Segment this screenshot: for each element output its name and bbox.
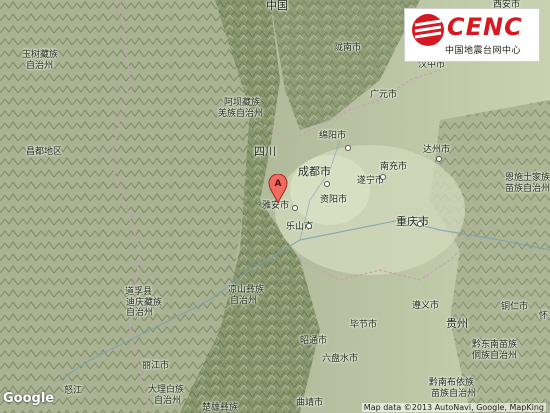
map-label: 成都市	[298, 165, 331, 178]
map-label: 贵州	[446, 317, 468, 330]
marker-letter: A	[275, 179, 282, 189]
logo-name: CENC	[447, 13, 523, 41]
map-label: 黔南布依族	[429, 378, 475, 388]
map-label: 自治州	[126, 308, 154, 318]
map-label: 绵阳市	[319, 131, 347, 141]
map-label: 陇南市	[334, 43, 362, 53]
map-label: 苗族自治州	[505, 184, 550, 194]
map-label: 自治州	[26, 61, 54, 71]
map-label: 西安市	[493, 0, 521, 10]
city-dot	[324, 181, 330, 187]
map-label: 铜仁市	[501, 302, 529, 312]
map-label: 恩施土家族	[505, 173, 550, 183]
map-label: 六盘水市	[322, 354, 359, 364]
map-label: 昌都地区	[26, 147, 63, 157]
map-label: 遂宁市	[357, 176, 385, 186]
map-label: 曲靖市	[296, 398, 324, 408]
city-dot	[380, 174, 386, 180]
logo-subtitle: 中国地震台网中心	[445, 46, 522, 56]
map-label: 阿坝藏族	[224, 98, 261, 108]
map-label: 资阳市	[320, 195, 348, 205]
map-label: 重庆市	[396, 215, 429, 228]
map-attribution: Map data ©2013 AutoNavi, Google, MapKing	[361, 403, 546, 412]
map-label: 怀	[539, 311, 549, 321]
map-label: 广元市	[370, 90, 398, 100]
map-label: 达州市	[423, 145, 451, 155]
location-marker-icon[interactable]: A	[268, 174, 288, 204]
map-label: 玉树藏族	[22, 50, 59, 60]
map-label: 羌族自治州	[218, 109, 264, 119]
map-label: 雅安市	[262, 201, 290, 211]
city-dot	[306, 223, 312, 229]
city-dot	[345, 145, 351, 151]
map-label: 遵义市	[412, 301, 440, 311]
map-label: 迪庆藏族	[126, 298, 163, 308]
city-dot	[292, 205, 298, 211]
map-label: 凉山彝族	[228, 285, 265, 295]
map-label: 丽江市	[142, 361, 170, 371]
map-label: 自治州	[154, 396, 182, 406]
map-label: 楚雄彝族	[202, 403, 239, 413]
map-label: 四川	[254, 145, 276, 158]
google-logo[interactable]: Google	[3, 391, 55, 406]
map-label: 怒江	[64, 386, 83, 396]
map-label: 道孚县	[125, 287, 153, 297]
map-label: 汉中市	[418, 60, 446, 70]
cenc-logo: CENC 中国地震台网中心	[404, 8, 540, 62]
map-label: 黔东南苗族	[472, 340, 518, 350]
map-label: 昭通市	[300, 336, 328, 346]
map-label: 乐山市	[286, 222, 314, 232]
map-label: 中国	[266, 0, 288, 12]
map-label: 南充市	[380, 162, 408, 172]
cenc-mark-icon	[412, 14, 444, 46]
map-label: 毕节市	[350, 320, 378, 330]
map-label: 苗族自治州	[431, 389, 477, 399]
city-dot	[436, 156, 442, 162]
city-dot	[417, 221, 423, 227]
map-label: 自治州	[230, 296, 258, 306]
map-label: 大理白族	[148, 385, 185, 395]
map-label: 侗族自治州	[472, 351, 518, 361]
